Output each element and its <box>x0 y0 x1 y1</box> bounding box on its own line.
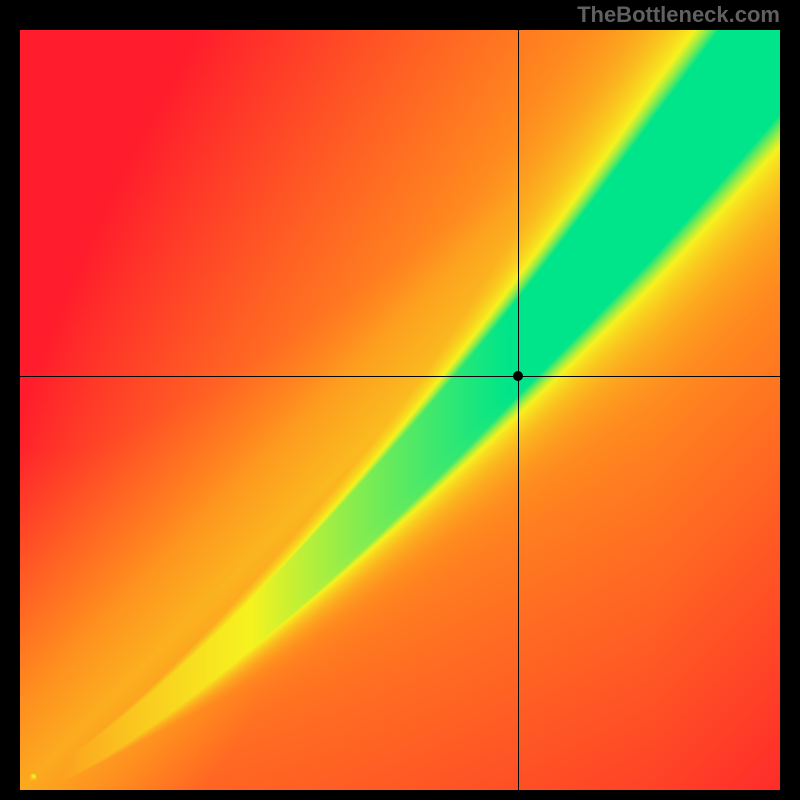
watermark-text: TheBottleneck.com <box>577 2 780 28</box>
crosshair-vertical <box>518 30 519 790</box>
chart-container: TheBottleneck.com <box>0 0 800 800</box>
crosshair-horizontal <box>20 376 780 377</box>
crosshair-marker <box>513 371 523 381</box>
heatmap-canvas <box>20 30 780 790</box>
plot-area <box>20 30 780 790</box>
